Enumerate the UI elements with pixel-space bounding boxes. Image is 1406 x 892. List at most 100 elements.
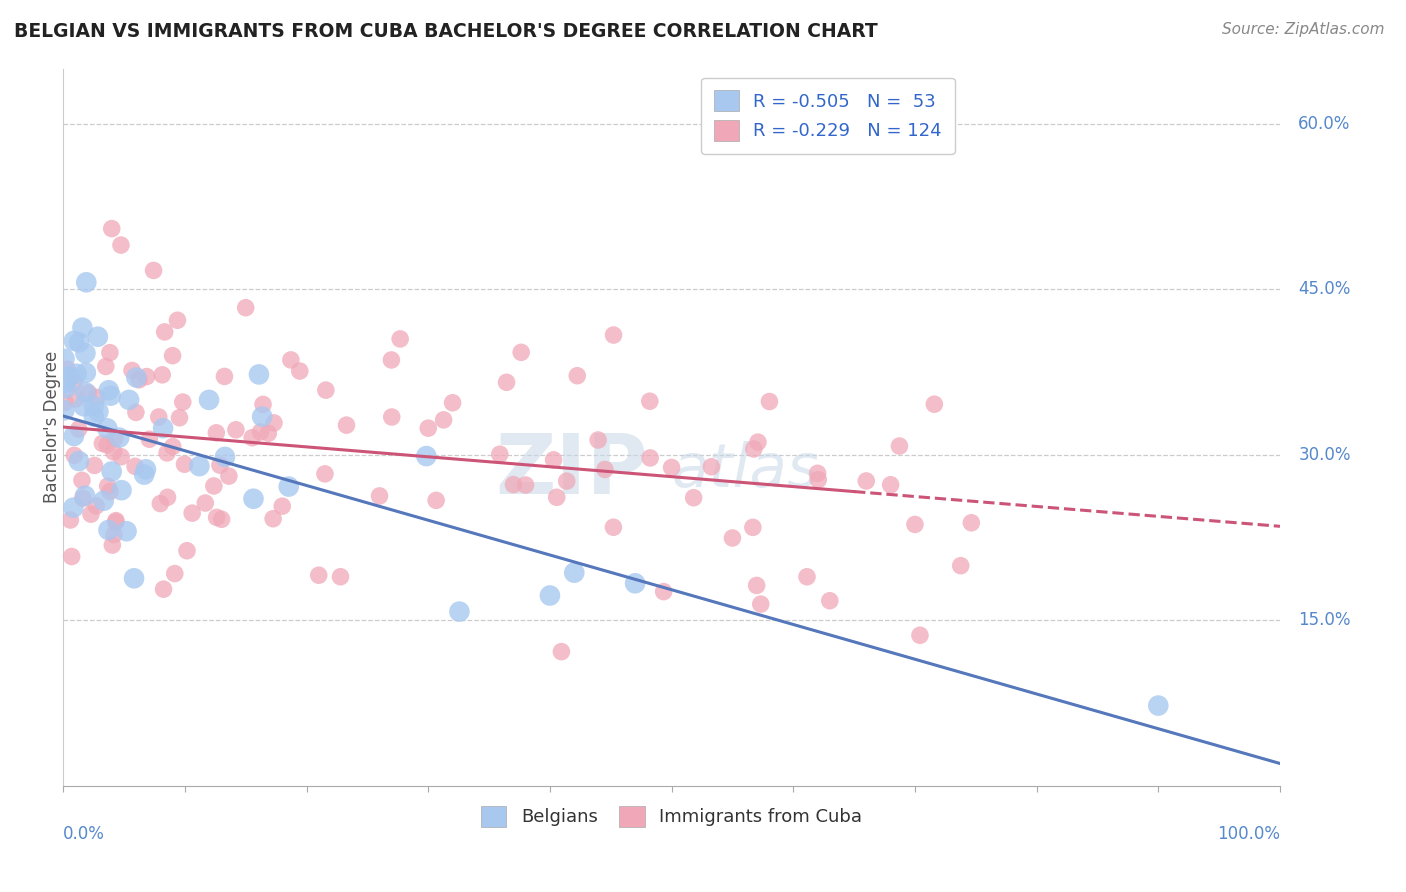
- Point: [380, 353, 402, 368]
- Point: [96, 438, 118, 452]
- Point: [75, 385, 97, 400]
- Point: [125, 370, 148, 384]
- Y-axis label: Bachelor's Degree: Bachelor's Degree: [44, 351, 60, 503]
- Point: [67, 454, 90, 468]
- Point: [807, 473, 830, 487]
- Point: [960, 516, 983, 530]
- Point: [98, 484, 121, 499]
- Point: [262, 512, 284, 526]
- Point: [555, 474, 578, 488]
- Point: [381, 409, 404, 424]
- Point: [257, 426, 280, 441]
- Point: [205, 510, 228, 524]
- Point: [280, 353, 302, 368]
- Point: [202, 479, 225, 493]
- Point: [83, 399, 105, 413]
- Point: [65, 367, 87, 381]
- Point: [240, 431, 263, 445]
- Point: [173, 457, 195, 471]
- Text: 15.0%: 15.0%: [1298, 611, 1351, 629]
- Point: [277, 480, 299, 494]
- Point: [60, 549, 83, 564]
- Point: [198, 392, 221, 407]
- Point: [56, 362, 79, 376]
- Point: [543, 453, 565, 467]
- Point: [242, 491, 264, 506]
- Point: [818, 593, 841, 607]
- Point: [110, 450, 132, 464]
- Point: [661, 460, 683, 475]
- Point: [142, 263, 165, 277]
- Point: [389, 332, 412, 346]
- Point: [368, 489, 391, 503]
- Point: [72, 320, 94, 334]
- Point: [100, 389, 122, 403]
- Point: [135, 462, 157, 476]
- Point: [83, 458, 105, 473]
- Point: [156, 446, 179, 460]
- Point: [55, 376, 77, 390]
- Point: [682, 491, 704, 505]
- Point: [908, 628, 931, 642]
- Point: [63, 376, 86, 390]
- Point: [745, 578, 768, 592]
- Point: [741, 520, 763, 534]
- Point: [62, 500, 84, 515]
- Point: [263, 416, 285, 430]
- Point: [225, 423, 247, 437]
- Point: [335, 418, 357, 433]
- Point: [75, 346, 97, 360]
- Point: [638, 394, 661, 409]
- Point: [75, 489, 97, 503]
- Point: [98, 345, 121, 359]
- Point: [181, 506, 204, 520]
- Point: [721, 531, 744, 545]
- Text: 30.0%: 30.0%: [1298, 446, 1351, 464]
- Point: [162, 440, 184, 454]
- Point: [315, 383, 337, 397]
- Text: atlas: atlas: [672, 441, 820, 500]
- Point: [567, 368, 589, 383]
- Point: [652, 584, 675, 599]
- Point: [150, 368, 173, 382]
- Point: [58, 369, 80, 384]
- Text: BELGIAN VS IMMIGRANTS FROM CUBA BACHELOR'S DEGREE CORRELATION CHART: BELGIAN VS IMMIGRANTS FROM CUBA BACHELOR…: [14, 22, 877, 41]
- Point: [562, 566, 585, 580]
- Point: [87, 404, 110, 418]
- Point: [75, 366, 97, 380]
- Point: [148, 409, 170, 424]
- Point: [108, 431, 131, 445]
- Point: [252, 397, 274, 411]
- Point: [214, 369, 236, 384]
- Point: [94, 359, 117, 374]
- Point: [855, 474, 877, 488]
- Point: [602, 520, 624, 534]
- Text: 45.0%: 45.0%: [1298, 280, 1351, 298]
- Point: [172, 395, 194, 409]
- Point: [63, 449, 86, 463]
- Point: [124, 459, 146, 474]
- Point: [152, 582, 174, 597]
- Point: [433, 413, 456, 427]
- Point: [93, 493, 115, 508]
- Point: [546, 491, 568, 505]
- Point: [211, 512, 233, 526]
- Point: [97, 523, 120, 537]
- Text: ZIP: ZIP: [495, 430, 647, 510]
- Point: [502, 477, 524, 491]
- Point: [134, 467, 156, 482]
- Point: [86, 391, 108, 405]
- Point: [515, 478, 537, 492]
- Point: [110, 483, 132, 498]
- Point: [700, 459, 723, 474]
- Point: [488, 447, 510, 461]
- Point: [593, 462, 616, 476]
- Point: [101, 538, 124, 552]
- Point: [624, 576, 647, 591]
- Point: [250, 409, 273, 424]
- Point: [638, 450, 661, 465]
- Point: [288, 364, 311, 378]
- Point: [77, 385, 100, 400]
- Point: [84, 499, 107, 513]
- Point: [510, 345, 533, 359]
